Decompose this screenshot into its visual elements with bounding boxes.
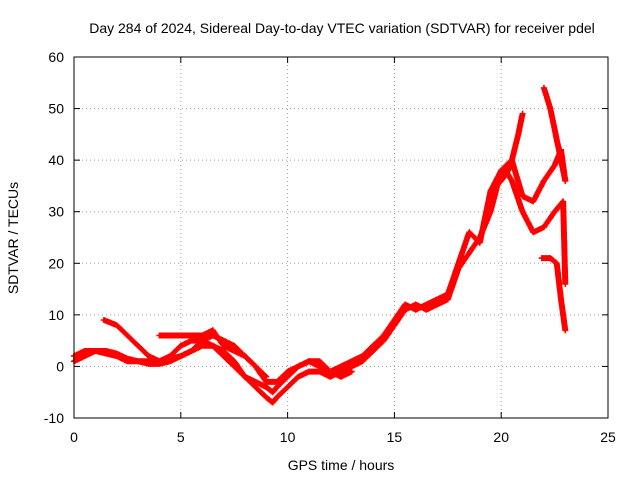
series-trace-h: [540, 84, 569, 184]
x-tick-label: 20: [493, 429, 509, 445]
series-markers: [538, 255, 569, 334]
y-tick-label: 40: [48, 152, 64, 168]
x-tick-label: 15: [387, 429, 403, 445]
y-tick-label: 60: [48, 49, 64, 65]
y-tick-label: 30: [48, 204, 64, 220]
series-markers: [156, 327, 270, 380]
y-tick-label: 50: [48, 101, 64, 117]
y-tick-label: 20: [48, 255, 64, 271]
series-markers: [508, 110, 526, 164]
y-axis-title: SDTVAR / TECUs: [5, 182, 21, 294]
y-tick-labels: -10 0 10 20 30 40 50 60: [44, 49, 64, 426]
x-tick-label: 25: [600, 429, 616, 445]
chart-title: Day 284 of 2024, Sidereal Day-to-day VTE…: [89, 20, 595, 36]
x-tick-label: 10: [280, 429, 296, 445]
plot-frame: [73, 56, 609, 419]
x-axis-title: GPS time / hours: [288, 457, 395, 473]
series-trace-g: [508, 110, 526, 164]
x-tick-label: 5: [177, 429, 185, 445]
series-markers: [540, 84, 569, 184]
y-tick-label: -10: [44, 410, 64, 426]
grid: [74, 57, 608, 418]
y-tick-label: 0: [56, 358, 64, 374]
x-tick-labels: 0 5 10 15 20 25: [70, 429, 616, 445]
x-tick-label: 0: [70, 429, 78, 445]
series-trace-i: [538, 255, 569, 334]
tick-marks: [73, 56, 609, 419]
series-trace-d: [156, 327, 270, 380]
y-tick-label: 10: [48, 307, 64, 323]
